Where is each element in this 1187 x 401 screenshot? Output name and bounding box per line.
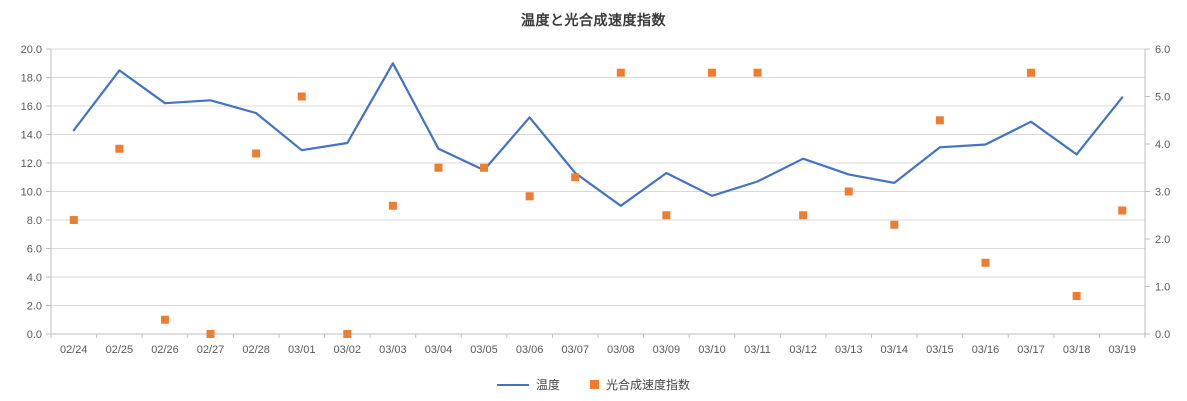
right-axis-label: 0.0 (1155, 329, 1170, 341)
left-axis-label: 8.0 (27, 215, 42, 227)
index-marker (935, 116, 944, 125)
x-axis-label: 03/12 (789, 344, 817, 356)
index-marker (252, 149, 261, 158)
index-marker (1072, 292, 1081, 300)
x-axis-label: 03/16 (972, 344, 1000, 356)
index-marker (434, 163, 443, 172)
right-axis-label: 1.0 (1155, 282, 1170, 294)
x-axis-label: 02/25 (106, 344, 134, 356)
x-axis-label: 03/05 (470, 344, 498, 356)
x-axis-label: 03/01 (288, 344, 316, 356)
index-marker (525, 192, 534, 201)
x-axis-label: 03/07 (561, 344, 589, 356)
right-axis-label: 5.0 (1155, 92, 1170, 104)
x-axis-label: 03/11 (744, 344, 771, 356)
left-axis-label: 18.0 (21, 73, 42, 85)
x-axis-label: 02/27 (197, 344, 225, 356)
left-axis-label: 6.0 (27, 244, 42, 256)
legend-item-index: 光合成速度指数 (590, 376, 690, 393)
index-marker (707, 68, 716, 77)
x-axis-label: 02/28 (242, 344, 270, 356)
right-axis-label: 2.0 (1155, 234, 1170, 246)
x-axis-label: 03/19 (1108, 344, 1136, 356)
x-axis-label: 03/10 (698, 344, 726, 356)
x-axis-label: 03/17 (1017, 344, 1045, 356)
left-axis-label: 0.0 (27, 329, 42, 341)
index-marker (480, 163, 489, 172)
index-marker (69, 216, 78, 224)
legend-label-temperature: 温度 (535, 378, 560, 392)
index-marker (160, 315, 169, 324)
line-swatch-icon (496, 383, 529, 386)
index-marker (799, 211, 808, 220)
x-axis-label: 02/24 (60, 344, 88, 356)
chart-title: 温度と光合成速度指数 (521, 12, 666, 28)
temperature-line (72, 62, 1124, 207)
right-axis-label: 3.0 (1155, 187, 1170, 199)
left-axis-label: 10.0 (21, 187, 42, 199)
index-marker (297, 92, 306, 101)
left-axis-label: 20.0 (21, 44, 42, 56)
index-marker (753, 68, 762, 77)
left-axis-label: 16.0 (21, 101, 42, 113)
x-axis-label: 03/15 (926, 344, 954, 356)
right-axis-label: 4.0 (1155, 139, 1170, 151)
left-axis-label: 2.0 (27, 301, 42, 313)
x-axis-label: 03/09 (653, 344, 681, 356)
index-marker (343, 330, 352, 338)
index-marker (1027, 68, 1036, 77)
x-axis-label: 03/06 (516, 344, 544, 356)
left-axis-label: 12.0 (21, 158, 42, 170)
index-marker (206, 330, 215, 338)
index-marker (115, 144, 124, 153)
index-marker (890, 220, 899, 229)
index-marker (981, 258, 990, 267)
x-axis-label: 03/14 (881, 344, 909, 356)
x-axis-label: 03/03 (379, 344, 407, 356)
legend: 温度 光合成速度指数 (0, 376, 1187, 393)
legend-label-index: 光合成速度指数 (606, 378, 691, 392)
legend-item-temperature: 温度 (496, 376, 560, 393)
x-axis-label: 03/04 (425, 344, 453, 356)
index-marker (616, 68, 625, 77)
left-axis-label: 4.0 (27, 272, 42, 284)
left-axis-label: 14.0 (21, 130, 42, 142)
x-axis-label: 02/26 (151, 344, 179, 356)
x-axis-label: 03/08 (607, 344, 635, 356)
x-axis-label: 03/18 (1063, 344, 1091, 356)
square-swatch-icon (590, 380, 599, 389)
right-axis-label: 6.0 (1155, 44, 1170, 56)
index-marker (388, 201, 397, 210)
x-axis-label: 03/13 (835, 344, 863, 356)
index-marker (844, 187, 853, 196)
index-marker (1118, 206, 1127, 215)
x-axis-label: 03/02 (334, 344, 362, 356)
index-marker (571, 173, 580, 182)
index-marker (662, 211, 671, 220)
